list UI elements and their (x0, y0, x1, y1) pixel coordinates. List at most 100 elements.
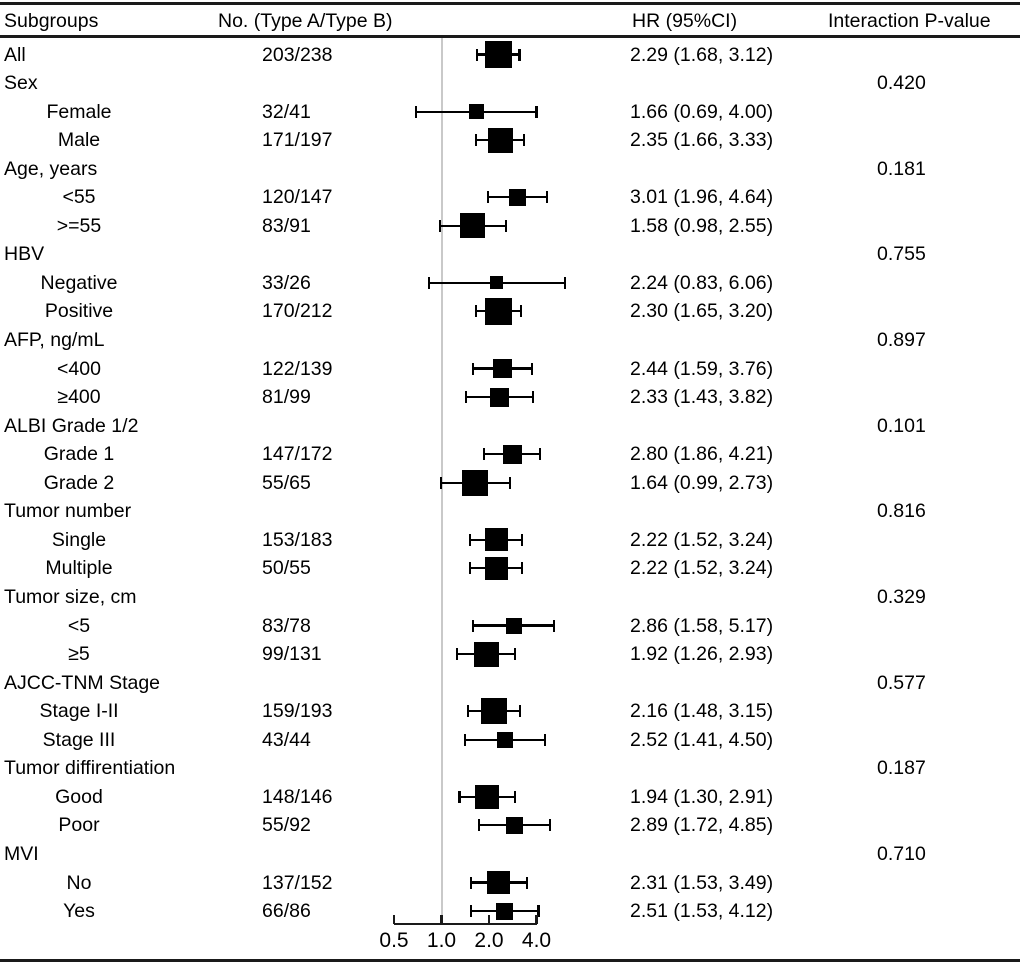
x-axis-tick-label: 4.0 (521, 929, 552, 952)
bottom-rule (0, 959, 1020, 962)
ci-cap-high (526, 876, 529, 889)
hr-ci-value: 2.22 (1.52, 3.24) (630, 528, 774, 551)
ci-cap-low (477, 819, 480, 832)
ci-cap-low (469, 905, 472, 917)
interaction-p-value: 0.755 (877, 243, 926, 266)
ci-cap-high (548, 819, 551, 832)
n-type-a-b-value: 66/86 (262, 900, 311, 922)
x-axis-tick (487, 915, 491, 924)
subgroup-label: Female (46, 100, 112, 123)
interaction-p-value: 0.577 (877, 671, 926, 694)
top-rule (0, 2, 1020, 5)
subgroup-label: <400 (57, 357, 101, 380)
x-axis-tick (440, 915, 443, 924)
subgroup-label: All (4, 43, 26, 66)
hr-point-marker (473, 641, 499, 667)
interaction-p-value: 0.897 (877, 329, 926, 351)
hr-point-marker (505, 617, 522, 634)
ci-cap-low (463, 733, 467, 746)
n-type-a-b-value: 99/131 (262, 643, 322, 666)
subgroup-label: AFP, ng/mL (4, 329, 105, 351)
x-axis-tick (535, 915, 538, 924)
ci-cap-low (476, 48, 479, 61)
hr-point-marker (490, 276, 504, 290)
ci-cap-low (474, 305, 477, 318)
n-type-a-b-value: 55/65 (262, 471, 311, 494)
ci-cap-high (504, 219, 507, 232)
hr-point-marker (496, 902, 514, 920)
hr-ci-value: 2.86 (1.58, 5.17) (630, 614, 774, 637)
hr-ci-value: 2.35 (1.66, 3.33) (630, 129, 774, 152)
hr-ci-value: 1.66 (0.69, 4.00) (630, 100, 774, 123)
subgroup-label: No (66, 871, 92, 894)
interaction-p-value: 0.420 (877, 72, 926, 94)
ci-cap-low (482, 448, 486, 461)
subgroup-label: Age, years (4, 157, 98, 180)
hr-ci-value: 1.58 (0.98, 2.55) (630, 214, 774, 237)
ci-cap-low (486, 191, 489, 204)
hr-point-marker (490, 387, 509, 407)
ci-cap-low (439, 476, 442, 489)
column-header-no: No. (Type A/Type B) (218, 10, 393, 32)
x-axis-line (394, 923, 537, 926)
subgroup-label: Male (57, 129, 101, 152)
hr-ci-value: 1.94 (1.30, 2.91) (630, 785, 774, 808)
n-type-a-b-value: 81/99 (262, 386, 311, 409)
subgroup-label: Grade 2 (43, 471, 115, 494)
n-type-a-b-value: 148/146 (262, 785, 333, 808)
ci-cap-high (545, 191, 548, 204)
header-separator-rule (0, 35, 1020, 38)
subgroup-label: Multiple (45, 557, 113, 580)
subgroup-label: AJCC-TNM Stage (4, 671, 161, 694)
ci-cap-low (469, 876, 472, 889)
ci-cap-high (535, 105, 538, 118)
x-axis-tick-label: 2.0 (474, 929, 504, 952)
n-type-a-b-value: 153/183 (262, 528, 333, 551)
subgroup-label: Negative (40, 271, 118, 294)
subgroup-label: >=55 (56, 214, 102, 237)
n-type-a-b-value: 32/41 (262, 100, 311, 123)
hr-point-marker (493, 359, 513, 379)
hr-ci-value: 1.64 (0.99, 2.73) (630, 471, 774, 494)
ci-cap-high (518, 48, 521, 61)
n-type-a-b-value: 43/44 (262, 728, 311, 751)
n-type-a-b-value: 122/139 (262, 357, 333, 380)
ci-cap-high (538, 448, 542, 461)
subgroup-label: Tumor number (4, 500, 132, 523)
subgroup-label: Tumor size, cm (4, 586, 137, 608)
hr-point-marker (505, 816, 523, 834)
hr-point-marker (496, 731, 513, 748)
hr-ci-value: 2.80 (1.86, 4.21) (630, 443, 774, 466)
subgroup-label: Positive (44, 300, 114, 323)
subgroup-label: Tumor diffirentiation (4, 757, 176, 780)
hr-point-marker (484, 41, 512, 68)
hr-ci-value: 2.22 (1.52, 3.24) (630, 557, 774, 580)
subgroup-label: <55 (62, 186, 96, 209)
ci-cap-high (537, 905, 540, 917)
hr-ci-value: 2.31 (1.53, 3.49) (630, 871, 774, 894)
hr-ci-value: 2.89 (1.72, 4.85) (630, 814, 774, 837)
hr-point-marker (484, 528, 508, 552)
n-type-a-b-value: 203/238 (262, 43, 333, 66)
hr-point-marker (502, 444, 522, 464)
n-type-a-b-value: 159/193 (262, 700, 333, 723)
subgroup-label: Grade 1 (43, 443, 115, 466)
n-type-a-b-value: 170/212 (262, 300, 333, 323)
hr-ci-value: 3.01 (1.96, 4.64) (630, 186, 774, 209)
ci-cap-high (520, 305, 523, 318)
hr-ci-value: 2.33 (1.43, 3.82) (630, 386, 774, 409)
interaction-p-value: 0.187 (877, 757, 926, 780)
ci-cap-low (475, 134, 478, 147)
subgroup-label: Good (55, 785, 103, 808)
n-type-a-b-value: 171/197 (262, 129, 333, 152)
subgroup-label: MVI (4, 842, 39, 865)
hr-point-marker (487, 127, 513, 153)
hr-ci-value: 2.16 (1.48, 3.15) (630, 700, 774, 723)
ci-cap-high (553, 619, 556, 632)
hr-point-marker (487, 871, 511, 894)
hr-point-marker (484, 556, 508, 580)
n-type-a-b-value: 50/55 (262, 557, 311, 580)
interaction-p-value: 0.816 (877, 500, 926, 523)
subgroup-label: HBV (4, 243, 45, 266)
